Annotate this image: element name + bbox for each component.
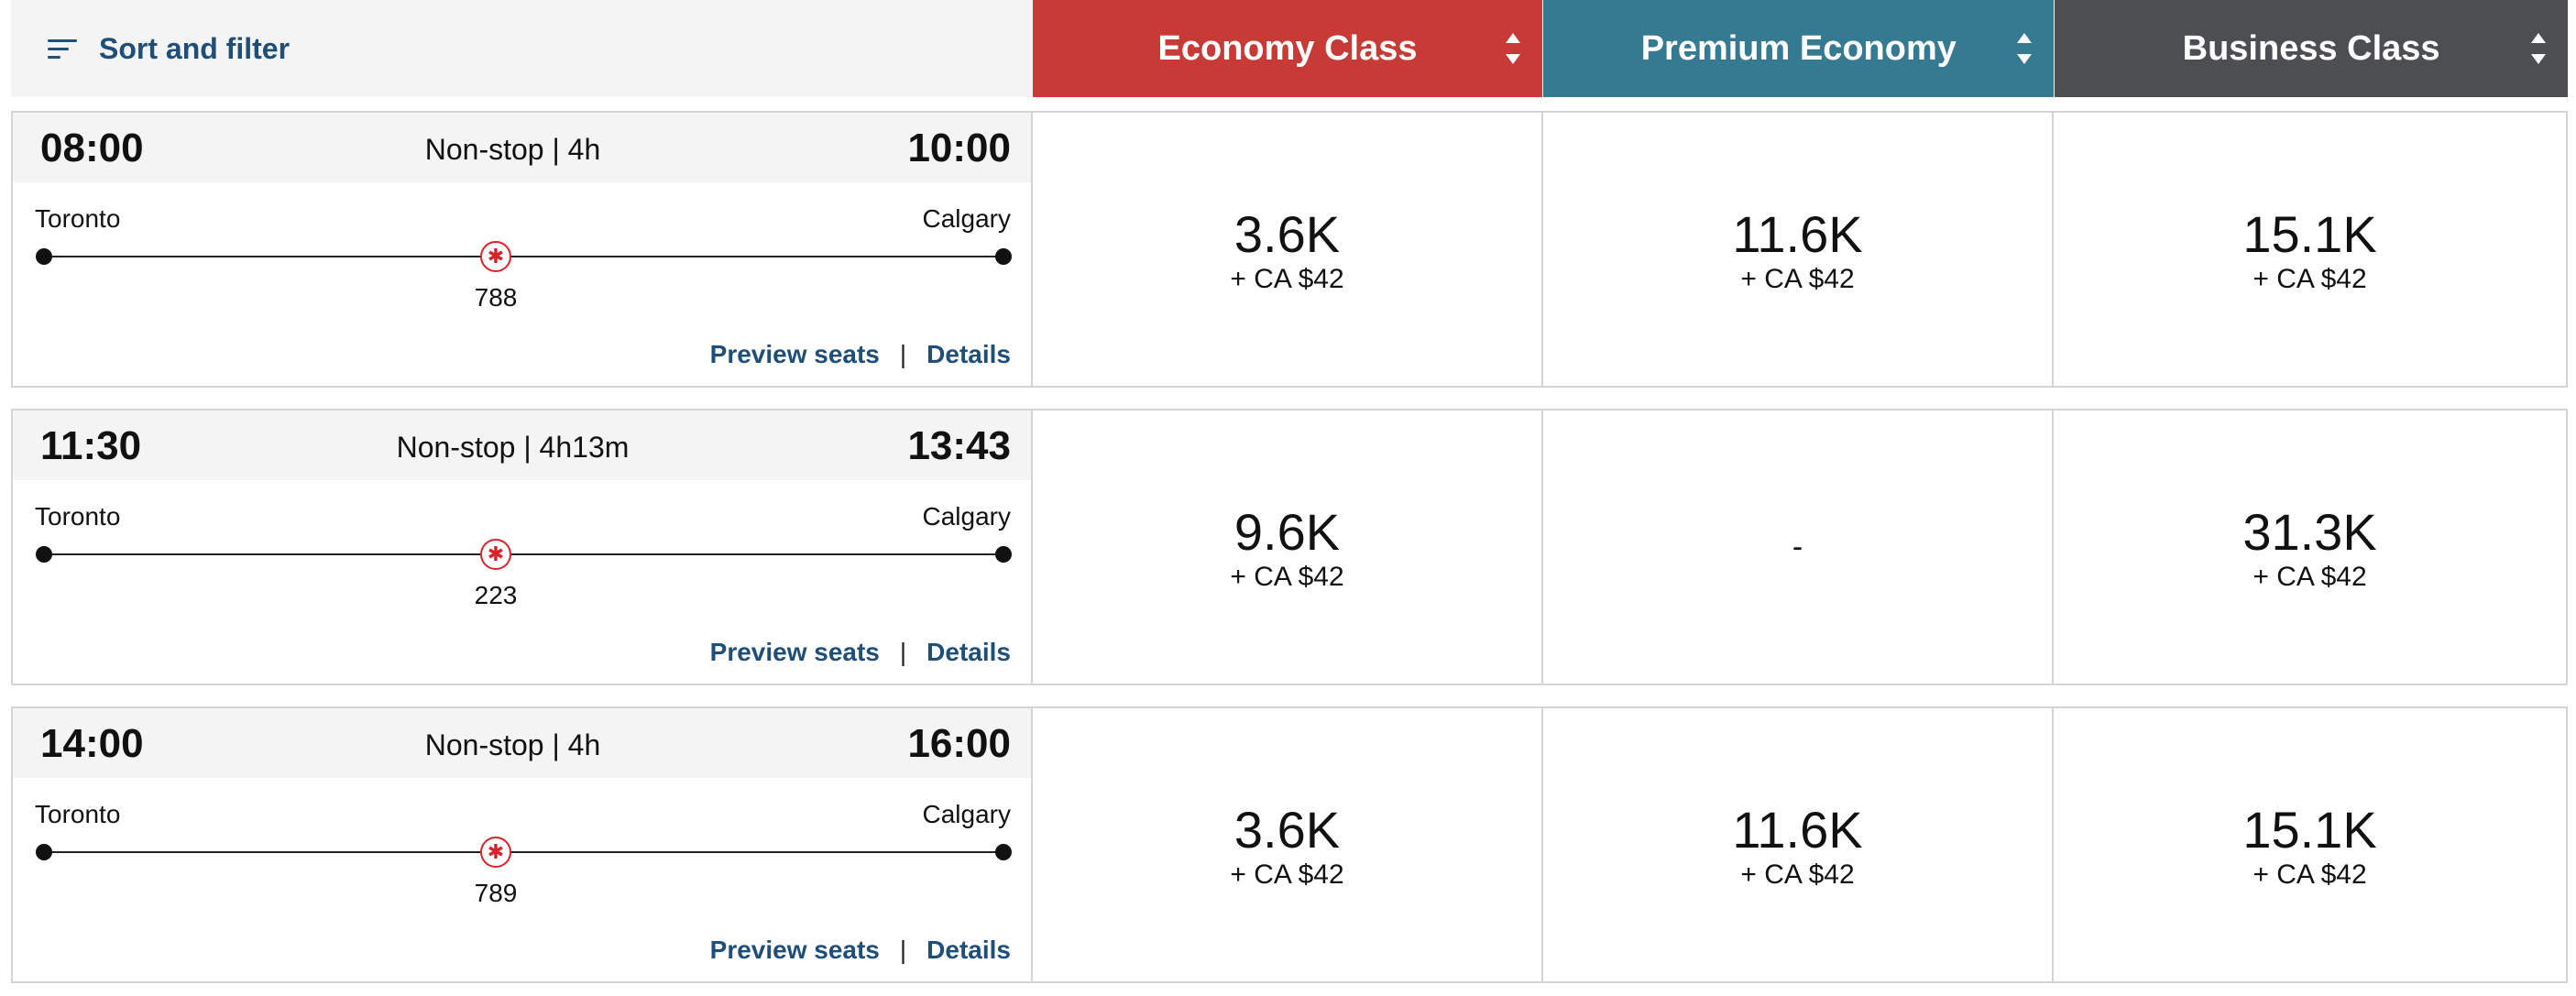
flight-info: 11:30 Non-stop | 4h13m 13:43 Toronto Cal… — [13, 410, 1033, 684]
flight-row: 14:00 Non-stop | 4h 16:00 Toronto Calgar… — [11, 706, 2568, 983]
flight-times-bar: 08:00 Non-stop | 4h 10:00 — [13, 113, 1031, 182]
details-link[interactable]: Details — [926, 936, 1011, 964]
fare-fees: + CA $42 — [1230, 264, 1344, 294]
preview-seats-link[interactable]: Preview seats — [709, 936, 880, 964]
fare-premium-economy: - — [1543, 410, 2054, 684]
fare-unavailable: - — [1792, 529, 1803, 564]
origin-city: Toronto — [35, 800, 121, 828]
fare-premium-economy[interactable]: 11.6K + CA $42 — [1543, 113, 2054, 386]
preview-seats-link[interactable]: Preview seats — [709, 638, 880, 666]
aircraft-type: 789 — [474, 879, 518, 907]
flight-info: 14:00 Non-stop | 4h 16:00 Toronto Calgar… — [13, 708, 1033, 981]
sort-and-filter-button[interactable]: Sort and filter — [11, 0, 1033, 97]
fare-business[interactable]: 31.3K + CA $42 — [2054, 410, 2566, 684]
sort-arrows-icon — [1504, 33, 1522, 64]
column-header-label: Premium Economy — [1640, 28, 1957, 68]
column-header-economy[interactable]: Economy Class — [1032, 0, 1543, 97]
flight-times-bar: 11:30 Non-stop | 4h13m 13:43 — [13, 410, 1031, 480]
fare-economy[interactable]: 9.6K + CA $42 — [1033, 410, 1543, 684]
maple-leaf-icon: ✱ — [480, 539, 511, 570]
origin-dot — [36, 248, 52, 265]
fare-business[interactable]: 15.1K + CA $42 — [2054, 113, 2566, 386]
aircraft-type: 223 — [474, 581, 518, 609]
fare-points: 31.3K — [2242, 503, 2377, 561]
fare-premium-economy[interactable]: 11.6K + CA $42 — [1543, 708, 2054, 981]
route-line — [36, 844, 1012, 860]
route-line — [36, 248, 1012, 265]
fare-business[interactable]: 15.1K + CA $42 — [2054, 708, 2566, 981]
route-line — [36, 546, 1012, 563]
flight-row: 11:30 Non-stop | 4h13m 13:43 Toronto Cal… — [11, 409, 2568, 685]
column-header-label: Business Class — [2182, 28, 2440, 68]
arrival-time: 16:00 — [907, 721, 1011, 766]
fare-fees: + CA $42 — [2253, 562, 2367, 592]
fare-fees: + CA $42 — [2253, 264, 2367, 294]
destination-dot — [995, 546, 1012, 563]
sort-arrows-icon — [2529, 33, 2548, 64]
destination-city: Calgary — [922, 800, 1011, 828]
destination-city: Calgary — [922, 204, 1011, 233]
column-header-label: Economy Class — [1157, 28, 1418, 68]
details-link[interactable]: Details — [926, 340, 1011, 368]
results-header: Sort and filter Economy Class Premium Ec… — [11, 0, 2568, 97]
maple-leaf-icon: ✱ — [480, 837, 511, 868]
arrival-time: 13:43 — [907, 423, 1011, 468]
fare-points: 11.6K — [1732, 205, 1863, 263]
departure-time: 08:00 — [40, 126, 144, 170]
link-separator: | — [899, 340, 907, 368]
sort-arrows-icon — [2015, 33, 2033, 64]
link-separator: | — [899, 936, 907, 964]
flight-summary: Non-stop | 4h13m — [396, 431, 630, 464]
destination-dot — [995, 248, 1012, 265]
column-header-business[interactable]: Business Class — [2055, 0, 2568, 97]
preview-seats-link[interactable]: Preview seats — [709, 340, 880, 368]
fare-economy[interactable]: 3.6K + CA $42 — [1033, 113, 1543, 386]
sort-and-filter-label: Sort and filter — [99, 31, 290, 65]
origin-city: Toronto — [35, 502, 121, 531]
flight-links: Preview seats | Details — [710, 936, 1011, 965]
flight-links: Preview seats | Details — [710, 340, 1011, 369]
destination-city: Calgary — [922, 502, 1011, 531]
fare-fees: + CA $42 — [1740, 859, 1855, 890]
fare-points: 3.6K — [1233, 205, 1341, 263]
departure-time: 11:30 — [40, 423, 142, 468]
origin-city: Toronto — [35, 204, 121, 233]
flight-info: 08:00 Non-stop | 4h 10:00 Toronto Calgar… — [13, 113, 1033, 386]
origin-dot — [36, 546, 52, 563]
fare-fees: + CA $42 — [1230, 859, 1344, 890]
destination-dot — [995, 844, 1012, 860]
sort-filter-icon — [48, 35, 81, 62]
maple-leaf-icon: ✱ — [480, 241, 511, 272]
fare-points: 15.1K — [2242, 205, 2377, 263]
aircraft-type: 788 — [474, 283, 518, 312]
origin-dot — [36, 844, 52, 860]
departure-time: 14:00 — [40, 721, 144, 766]
fare-points: 11.6K — [1732, 801, 1863, 859]
flight-links: Preview seats | Details — [710, 638, 1011, 667]
link-separator: | — [899, 638, 907, 666]
flight-row: 08:00 Non-stop | 4h 10:00 Toronto Calgar… — [11, 111, 2568, 388]
column-header-premium-economy[interactable]: Premium Economy — [1543, 0, 2055, 97]
flight-summary: Non-stop | 4h — [424, 728, 601, 761]
flight-times-bar: 14:00 Non-stop | 4h 16:00 — [13, 708, 1031, 778]
fare-points: 15.1K — [2242, 801, 2377, 859]
details-link[interactable]: Details — [926, 638, 1011, 666]
arrival-time: 10:00 — [907, 126, 1011, 170]
fare-economy[interactable]: 3.6K + CA $42 — [1033, 708, 1543, 981]
fare-fees: + CA $42 — [1740, 264, 1855, 294]
fare-points: 9.6K — [1233, 503, 1341, 561]
fare-points: 3.6K — [1233, 801, 1341, 859]
fare-fees: + CA $42 — [2253, 859, 2367, 890]
flight-summary: Non-stop | 4h — [424, 133, 601, 166]
fare-fees: + CA $42 — [1230, 562, 1344, 592]
